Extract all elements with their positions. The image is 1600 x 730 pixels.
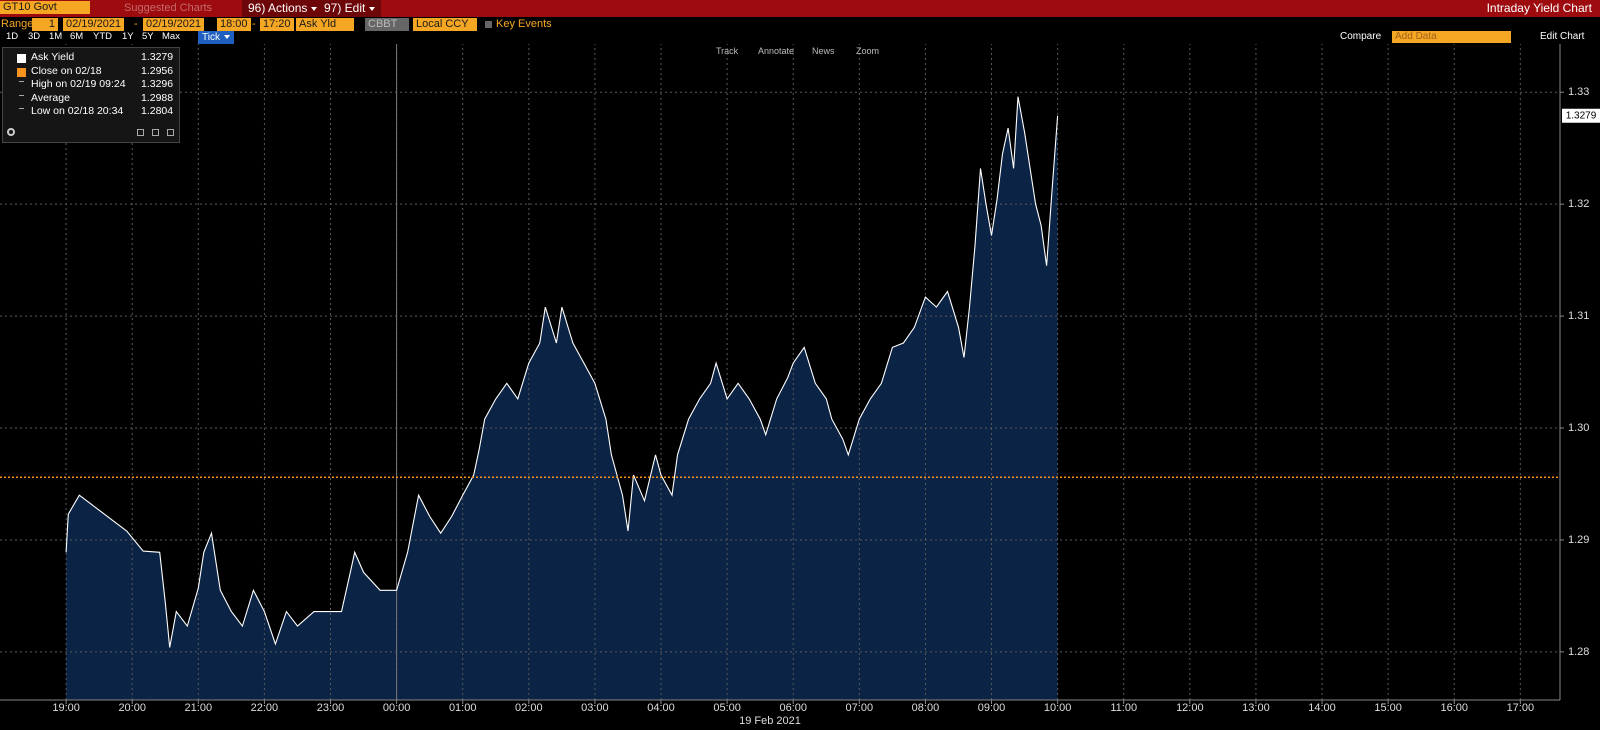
y-tick-label: 1.31 — [1568, 310, 1589, 322]
key-events-label: Key Events — [496, 18, 552, 30]
expand-icon[interactable] — [152, 129, 159, 136]
range-count[interactable]: 1 — [32, 18, 58, 31]
legend-swatch — [17, 54, 26, 63]
period-button[interactable]: 5Y — [142, 31, 154, 42]
dropdown-arrow — [223, 35, 230, 40]
legend-label: High on 02/19 09:24 — [31, 78, 126, 90]
x-tick-label: 17:00 — [1507, 702, 1535, 714]
x-tick-label: 20:00 — [118, 702, 146, 714]
pin-icon[interactable] — [137, 129, 144, 136]
period-button[interactable]: 1D — [6, 31, 19, 42]
x-tick-label: 11:00 — [1110, 702, 1137, 714]
start-date[interactable]: 02/19/2021 — [63, 18, 125, 31]
legend-label: Low on 02/18 20:34 — [31, 105, 124, 117]
x-tick-label: 22:00 — [251, 702, 279, 714]
actions-label: 96) Actions — [248, 1, 308, 15]
period-button[interactable]: 1M — [49, 31, 63, 42]
period-button[interactable]: 6M — [70, 31, 84, 42]
close-icon[interactable] — [167, 129, 174, 136]
period-button[interactable]: 1Y — [122, 31, 134, 42]
dropdown-arrow — [311, 6, 318, 11]
x-tick-label: 12:00 — [1176, 702, 1204, 714]
chart-tool[interactable]: Track — [716, 46, 739, 56]
y-tick-label: 1.29 — [1568, 534, 1589, 546]
legend-label: Close on 02/18 — [31, 64, 102, 77]
last-price-tag — [1562, 108, 1600, 123]
legend-swatch — [19, 81, 24, 82]
range-bar: Range 1 02/19/2021 - 02/19/2021 18:00 - … — [0, 17, 1600, 31]
dropdown-arrow — [369, 6, 376, 11]
date-separator: - — [134, 18, 138, 30]
tick-button[interactable]: Tick — [198, 31, 234, 44]
title-bar: GT10 Govt Suggested Charts 96) Actions 9… — [0, 0, 1600, 17]
legend-value: 1.2956 — [141, 64, 174, 77]
x-tick-label: 13:00 — [1242, 702, 1270, 714]
x-tick-label: 04:00 — [647, 702, 675, 714]
legend-value: 1.3296 — [141, 78, 174, 90]
x-tick-label: 03:00 — [581, 702, 609, 714]
y-tick-label: 1.33 — [1568, 86, 1589, 98]
legend-value: 1.2988 — [141, 91, 174, 104]
x-tick-label: 05:00 — [713, 702, 741, 714]
x-tick-label: 06:00 — [779, 702, 807, 714]
legend-label: Ask Yield — [31, 51, 75, 63]
suggested-charts[interactable]: Suggested Charts — [124, 2, 213, 14]
x-tick-label: 15:00 — [1374, 702, 1402, 714]
period-button[interactable]: 3D — [28, 31, 41, 42]
legend-swatch — [19, 108, 24, 109]
x-tick-label: 19:00 — [52, 702, 80, 714]
price-line — [65, 96, 1059, 648]
x-tick-label: 02:00 — [515, 702, 543, 714]
key-events-checkbox[interactable] — [485, 21, 492, 28]
legend-swatch — [17, 67, 26, 77]
x-tick-label: 10:00 — [1044, 702, 1072, 714]
x-tick-label: 00:00 — [383, 702, 411, 714]
last-price-label: 1.3279 — [1566, 110, 1597, 121]
x-tick-label: 14:00 — [1308, 702, 1336, 714]
period-button[interactable]: Max — [162, 31, 180, 42]
period-bar: Tick Compare Add Data Edit Chart 1D 3D 1M 6… — [0, 31, 1600, 44]
edit-menu[interactable]: 97) Edit — [318, 0, 382, 17]
legend-value: 1.2804 — [141, 105, 174, 117]
x-sublabel: 19 Feb 2021 — [739, 715, 801, 727]
legend-label: Average — [31, 91, 70, 104]
chart-tool[interactable]: Annotate — [758, 46, 795, 56]
y-tick-label: 1.28 — [1568, 646, 1589, 658]
range-label: Range — [1, 18, 34, 30]
x-tick-label: 08:00 — [912, 702, 940, 714]
y-tick-label: 1.30 — [1568, 422, 1589, 434]
field-select[interactable]: Ask Yld — [296, 18, 354, 31]
settings-icon[interactable] — [7, 128, 15, 136]
x-tick-label: 07:00 — [846, 702, 874, 714]
chart-tool[interactable]: Zoom — [856, 46, 880, 56]
legend-panel: Ask Yield 1.3279 Close on 02/18 1.2956 High … — [2, 47, 180, 143]
area-fill — [66, 96, 1058, 700]
y-tick-label: 1.32 — [1568, 198, 1589, 210]
time-separator: - — [252, 18, 256, 30]
end-date[interactable]: 02/19/2021 — [143, 18, 205, 31]
tick-label: Tick — [202, 32, 220, 43]
security-field[interactable]: GT10 Govt — [0, 1, 90, 14]
x-tick-label: 21:00 — [185, 702, 213, 714]
x-tick-label: 23:00 — [317, 702, 345, 714]
start-time[interactable]: 18:00 — [217, 18, 251, 31]
end-time[interactable]: 17:20 — [260, 18, 294, 31]
add-data-input[interactable]: Add Data — [1392, 31, 1511, 43]
x-tick-label: 16:00 — [1440, 702, 1468, 714]
currency-select[interactable]: Local CCY — [413, 18, 477, 31]
chart-tool[interactable]: News — [812, 46, 835, 56]
edit-chart-button[interactable]: Edit Chart — [1540, 31, 1585, 42]
x-tick-label: 01:00 — [449, 702, 477, 714]
x-tick-label: 09:00 — [978, 702, 1006, 714]
period-button[interactable]: YTD — [93, 31, 112, 42]
legend-swatch — [19, 94, 24, 96]
legend-value: 1.3279 — [141, 51, 174, 63]
compare-button[interactable]: Compare — [1340, 31, 1382, 42]
actions-menu[interactable]: 96) Actions — [242, 0, 324, 17]
source-field[interactable]: CBBT — [365, 18, 409, 31]
window-title: Intraday Yield Chart — [1486, 1, 1592, 15]
edit-label: 97) Edit — [324, 1, 366, 15]
